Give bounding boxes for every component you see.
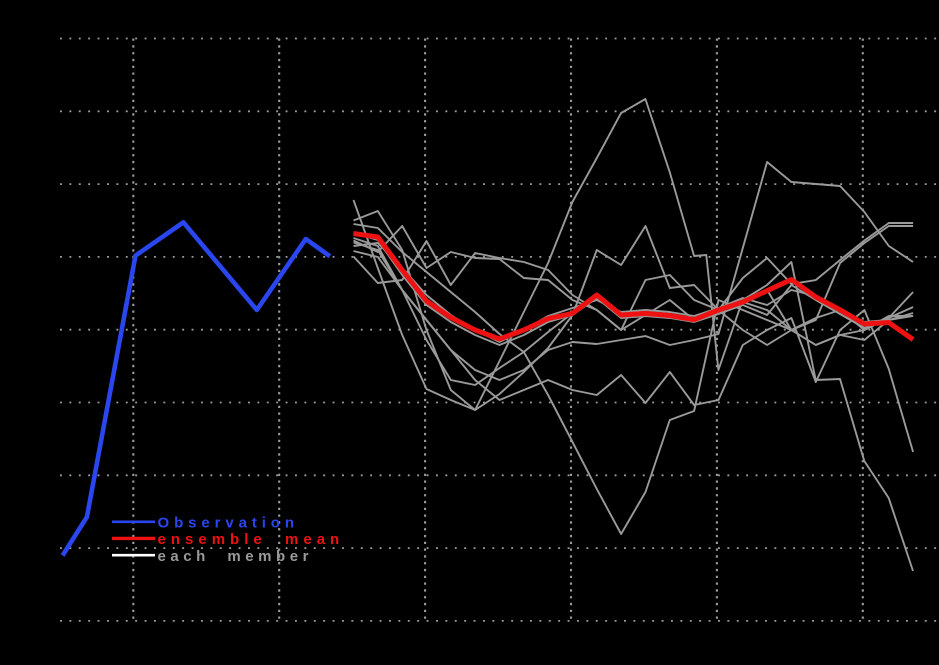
svg-text:ensemble mean: ensemble mean xyxy=(158,531,345,548)
svg-text:Observation: Observation xyxy=(158,515,299,532)
svg-text:each member: each member xyxy=(158,548,313,565)
